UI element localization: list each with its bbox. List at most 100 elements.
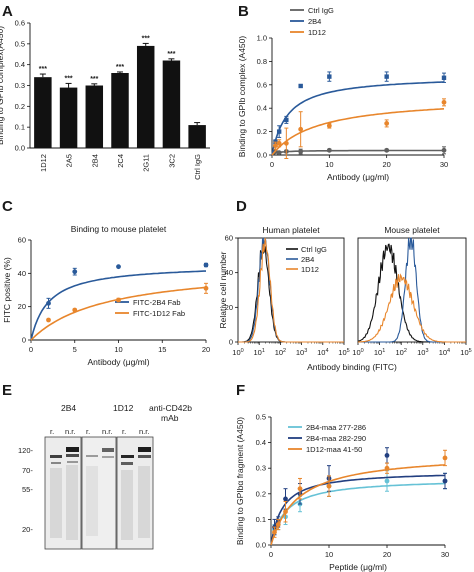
data-point <box>46 300 51 306</box>
legend-label: 2B4 <box>301 255 314 264</box>
blot-smear <box>66 465 78 540</box>
x-tick-label: 0 <box>269 550 273 559</box>
legend-label: 1D12-maa 41-50 <box>306 445 362 454</box>
x-tick-label: 100 <box>232 348 243 357</box>
data-point <box>384 147 390 153</box>
data-point <box>298 126 304 132</box>
x-tick-label: 0 <box>29 345 33 354</box>
x-tick-label: 5 <box>73 345 77 354</box>
histogram-trace <box>357 243 466 343</box>
x-tick-label: 2A5 <box>65 154 74 167</box>
panel-f-line-chart: 0.0 0.1 0.2 0.3 0.4 0.5 0 10 20 30 Peptide (μg/ml)… <box>235 413 449 572</box>
y-tick-label: 0.1 <box>256 515 266 524</box>
x-tick-label: 10 <box>325 160 333 169</box>
blot-band <box>121 462 133 465</box>
data-point <box>441 147 447 153</box>
lane-label-r-1: r. <box>50 427 54 436</box>
data-point <box>116 297 121 303</box>
histogram-trace <box>358 237 466 343</box>
histogram-frame <box>357 237 467 343</box>
x-tick-label: 3C2 <box>167 154 176 168</box>
y-tick-label: 1.0 <box>257 34 267 43</box>
x-tick-label: 105 <box>460 348 471 357</box>
blot-band <box>102 448 114 452</box>
blot-band <box>50 455 62 458</box>
y-axis-label: Binding to GPIbα fragment (A450) <box>235 417 245 545</box>
data-point <box>442 478 448 484</box>
series-fit-curve <box>271 81 445 156</box>
mw-marker-70: 70- <box>22 466 33 475</box>
data-point <box>116 264 121 270</box>
panel-letter-e: E <box>2 382 12 399</box>
y-tick-label: 0.0 <box>257 151 267 160</box>
panel-b-line-chart: 0.0 0.2 0.4 0.6 0.8 1.0 0 10 20 30 Antibody (μg/ml… <box>237 6 448 182</box>
x-tick-label: 2B4 <box>90 154 99 167</box>
y-axis-label: FITC positive (%) <box>2 257 12 323</box>
data-point <box>275 522 281 527</box>
data-point <box>203 262 209 268</box>
y-axis-label: Binding to GPIb complex (A450) <box>237 36 247 158</box>
y-tick-label: 0.3 <box>15 81 25 90</box>
blot-band <box>66 454 79 457</box>
x-tick-label: Ctrl IgG <box>193 154 202 180</box>
data-point <box>273 143 278 149</box>
x-axis-label: Antibody (μg/ml) <box>87 357 149 367</box>
blot-band <box>66 447 79 452</box>
data-point <box>72 269 78 275</box>
data-point <box>326 123 332 129</box>
bar <box>85 85 104 148</box>
x-tick-label: 20 <box>382 160 390 169</box>
y-tick-label: 0.5 <box>15 39 25 48</box>
data-point <box>384 478 390 484</box>
legend-label: Ctrl IgG <box>308 6 334 15</box>
y-axis-label: Relative cell number <box>218 251 228 328</box>
y-tick-label: 0.0 <box>256 541 266 550</box>
y-axis-label: Binding to GPIb complex(A450) <box>0 26 5 145</box>
x-tick-label: 1D12 <box>39 154 48 172</box>
lane-label-r-3: r. <box>122 427 126 436</box>
y-tick-label: 0.8 <box>257 57 267 66</box>
legend-label: 2B4 <box>308 17 321 26</box>
panel-e-western-blot: 2B4 1D12 anti-CD42b mAb r. n.r. r. n.r. … <box>18 403 192 550</box>
bar <box>136 45 155 148</box>
blot-smear <box>138 466 150 538</box>
data-point <box>276 140 282 146</box>
data-point <box>384 465 390 471</box>
data-point <box>72 307 78 313</box>
blot-band <box>67 461 78 463</box>
x-tick-label: 30 <box>441 550 449 559</box>
x-axis-label: Antibody (μg/ml) <box>327 172 389 182</box>
y-tick-label: 40 <box>225 268 233 277</box>
x-tick-label: 103 <box>296 348 307 357</box>
x-tick-label: 20 <box>202 345 210 354</box>
mw-marker-55: 55- <box>22 485 33 494</box>
y-tick-label: 0.6 <box>257 80 267 89</box>
data-point <box>283 496 288 502</box>
legend-label: 2B4-maa 282-290 <box>306 434 366 443</box>
y-tick-label: 0.2 <box>256 489 266 498</box>
blot-band <box>138 455 151 458</box>
data-point <box>441 75 447 80</box>
significance-label: *** <box>90 76 98 83</box>
bar <box>188 125 206 148</box>
y-tick-label: 60 <box>225 234 233 243</box>
data-point <box>326 483 332 489</box>
series-fit-curve <box>271 149 444 156</box>
blot-band <box>138 447 151 452</box>
panel-d-histograms: Human platelet 100 101 102 103 104 105 0 20 40 60 M… <box>218 225 472 372</box>
significance-label: *** <box>39 66 47 73</box>
bar <box>162 60 181 148</box>
x-tick-label: 101 <box>374 348 385 357</box>
data-point <box>276 129 282 134</box>
x-tick-label: 15 <box>158 345 166 354</box>
bar <box>111 73 129 148</box>
data-point <box>326 147 332 153</box>
blot-smear <box>50 468 62 538</box>
x-tick-label: 100 <box>352 348 363 357</box>
legend-label: 1D12 <box>301 265 319 274</box>
data-point <box>283 140 289 146</box>
y-tick-label: 20 <box>18 302 26 311</box>
x-tick-label: 102 <box>275 348 286 357</box>
panel-letter-c: C <box>2 198 13 215</box>
